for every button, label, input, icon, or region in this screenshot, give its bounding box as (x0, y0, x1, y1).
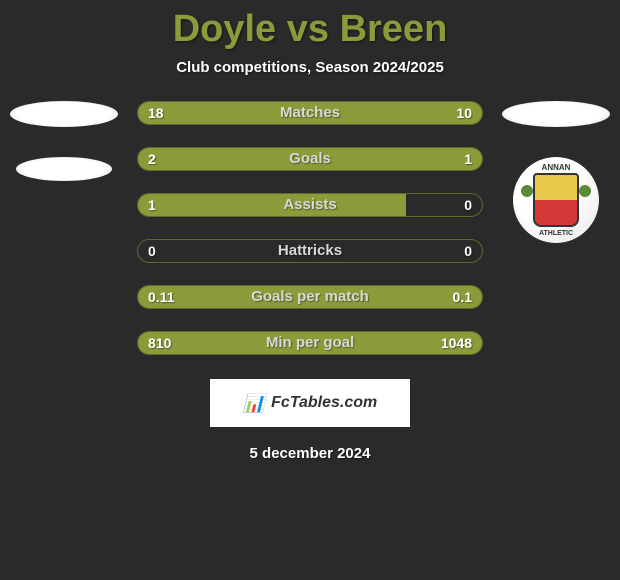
badge-text-bottom: ATHLETIC (539, 230, 573, 237)
left-badge-1 (10, 101, 118, 127)
source-logo: 📊 FcTables.com (210, 379, 410, 427)
stat-value-right: 0.1 (453, 286, 472, 308)
logo-text: FcTables.com (271, 394, 377, 412)
stat-label: Assists (138, 194, 482, 216)
comparison-subtitle: Club competitions, Season 2024/2025 (0, 59, 620, 76)
left-player-badges (10, 101, 118, 181)
stat-bar: 18Matches10 (137, 101, 483, 125)
right-player-badges: ANNAN ATHLETIC (502, 101, 610, 243)
badge-inner-shield (533, 173, 579, 227)
stat-value-right: 10 (456, 102, 472, 124)
stat-bar: 0Hattricks0 (137, 239, 483, 263)
stat-bar: 0.11Goals per match0.1 (137, 285, 483, 309)
footer-date: 5 december 2024 (0, 445, 620, 462)
badge-deco-right (579, 185, 591, 197)
stat-label: Matches (138, 102, 482, 124)
left-badge-2 (16, 157, 112, 181)
chart-icon: 📊 (243, 393, 265, 414)
comparison-title: Doyle vs Breen (0, 0, 620, 51)
stat-label: Goals (138, 148, 482, 170)
stats-bars: 18Matches102Goals11Assists00Hattricks00.… (137, 101, 483, 355)
stat-bar: 810Min per goal1048 (137, 331, 483, 355)
badge-deco-left (521, 185, 533, 197)
stat-value-right: 0 (464, 194, 472, 216)
stat-bar: 1Assists0 (137, 193, 483, 217)
main-content: ANNAN ATHLETIC 18Matches102Goals11Assist… (0, 101, 620, 355)
stat-label: Goals per match (138, 286, 482, 308)
right-badge-1 (502, 101, 610, 127)
stat-label: Min per goal (138, 332, 482, 354)
stat-bar: 2Goals1 (137, 147, 483, 171)
right-club-badge: ANNAN ATHLETIC (513, 157, 599, 243)
stat-value-right: 0 (464, 240, 472, 262)
stat-value-right: 1048 (441, 332, 472, 354)
stat-label: Hattricks (138, 240, 482, 262)
badge-text-top: ANNAN (542, 163, 571, 172)
stat-value-right: 1 (464, 148, 472, 170)
